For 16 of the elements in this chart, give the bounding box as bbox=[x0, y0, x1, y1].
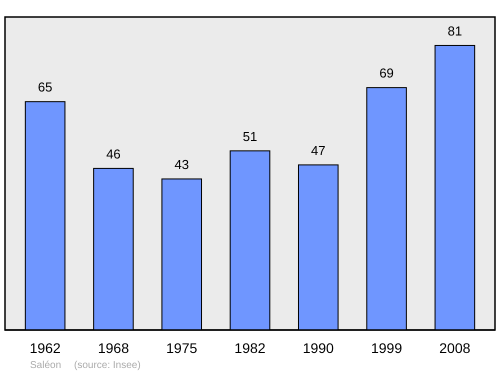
x-tick-label: 1999 bbox=[370, 340, 402, 356]
x-tick-label: 1982 bbox=[234, 340, 266, 356]
x-tick-label: 1990 bbox=[302, 340, 334, 356]
text: (source: Insee) bbox=[74, 360, 141, 371]
x-tick-label: 1968 bbox=[98, 340, 130, 356]
data-label: 65 bbox=[38, 80, 52, 95]
data-label: 81 bbox=[448, 23, 462, 38]
text: Saléon bbox=[30, 360, 62, 371]
x-tick-label: 1975 bbox=[166, 340, 198, 356]
data-label: 46 bbox=[106, 146, 121, 162]
data-label: 43 bbox=[174, 156, 189, 172]
data-label: 47 bbox=[311, 142, 326, 158]
data-label: 69 bbox=[379, 66, 394, 81]
data-label: 51 bbox=[242, 128, 258, 144]
x-tick-label: 2008 bbox=[439, 340, 471, 356]
x-tick-label: 1962 bbox=[30, 340, 61, 356]
